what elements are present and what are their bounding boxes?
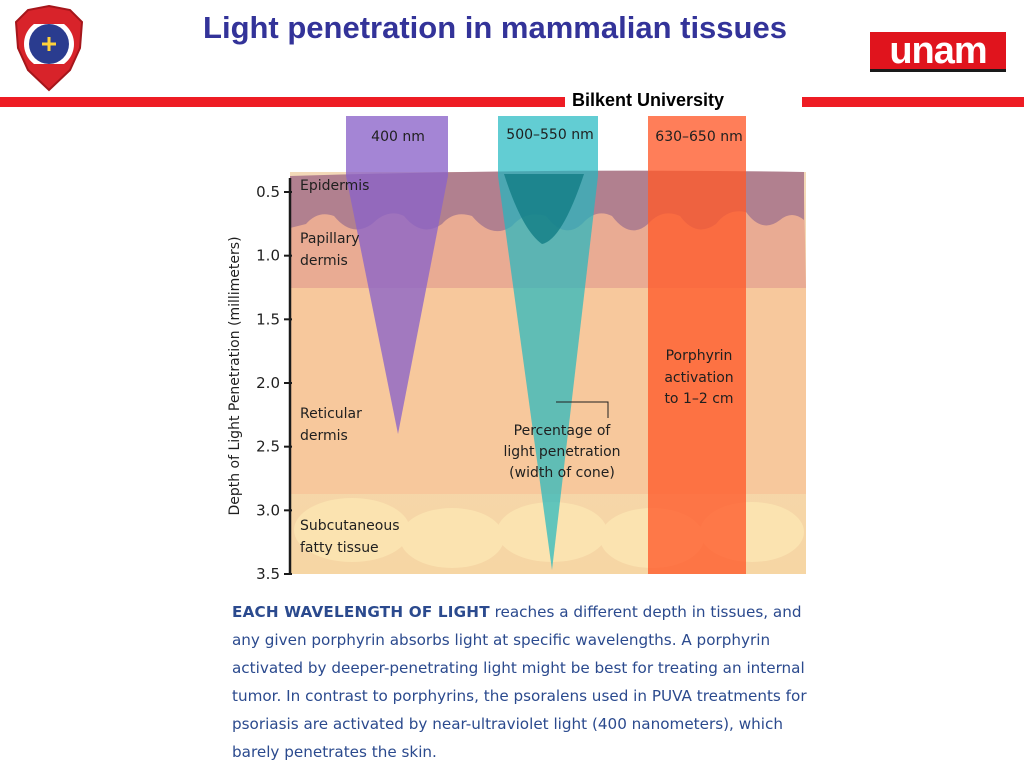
- beam-400nm: [346, 116, 448, 434]
- percentage-note-line2: light penetration: [503, 444, 620, 460]
- depth-axis-tick-label: 2.0: [256, 374, 280, 392]
- layer-label-subcutaneous-line1: Subcutaneous: [300, 518, 400, 534]
- figure-caption: EACH WAVELENGTH OF LIGHT reaches a diffe…: [232, 598, 812, 766]
- beam-500-550nm: [498, 116, 598, 570]
- percentage-note-line3: (width of cone): [509, 465, 615, 481]
- depth-axis-tick-label: 2.5: [256, 438, 280, 456]
- depth-axis-label: Depth of Light Penetration (millimeters): [227, 236, 243, 515]
- unam-logo-text: unam: [889, 30, 987, 72]
- porphyrin-note-line1: Porphyrin: [666, 348, 733, 364]
- university-name: Bilkent University: [572, 90, 725, 110]
- layer-label-subcutaneous-line2: fatty tissue: [300, 540, 379, 556]
- beam-label-500-550nm: 500–550 nm: [506, 127, 593, 143]
- beam-label-400nm: 400 nm: [371, 129, 425, 145]
- layer-label-papillary-line1: Papillary: [300, 231, 360, 247]
- percentage-note-line1: Percentage of: [514, 423, 612, 439]
- beam-label-630-650nm: 630–650 nm: [655, 129, 742, 145]
- caption-body: reaches a different depth in tissues, an…: [232, 603, 807, 761]
- header-rule-right: [802, 97, 1024, 107]
- depth-axis-tick-label: 3.0: [256, 501, 280, 519]
- depth-axis-tick-label: 0.5: [256, 183, 280, 201]
- percentage-pointer: [556, 401, 609, 418]
- layer-label-reticular-line1: Reticular: [300, 406, 362, 422]
- depth-axis-tick-label: 3.5: [256, 565, 280, 582]
- light-penetration-diagram: 400 nm 500–550 nm 630–650 nm 0.5 1.0 1.5 2.…: [227, 116, 806, 582]
- caption-lead: EACH WAVELENGTH OF LIGHT: [232, 603, 490, 621]
- header-rule-left: [0, 97, 565, 107]
- depth-axis-ticks: 0.5 1.0 1.5 2.0 2.5 3.0 3.5: [256, 183, 292, 582]
- layer-label-epidermis: Epidermis: [300, 178, 369, 194]
- porphyrin-note-line2: activation: [664, 370, 733, 386]
- bilkent-seal-logo: [14, 4, 84, 92]
- beam-630-650nm: [648, 116, 746, 574]
- depth-axis-tick-label: 1.0: [256, 247, 280, 265]
- depth-axis-tick-label: 1.5: [256, 310, 280, 328]
- porphyrin-note-line3: to 1–2 cm: [664, 391, 733, 407]
- page-title: Light penetration in mammalian tissues: [203, 10, 787, 45]
- unam-logo: unam: [870, 30, 1006, 72]
- layer-label-reticular-line2: dermis: [300, 428, 348, 444]
- layer-label-papillary-line2: dermis: [300, 253, 348, 269]
